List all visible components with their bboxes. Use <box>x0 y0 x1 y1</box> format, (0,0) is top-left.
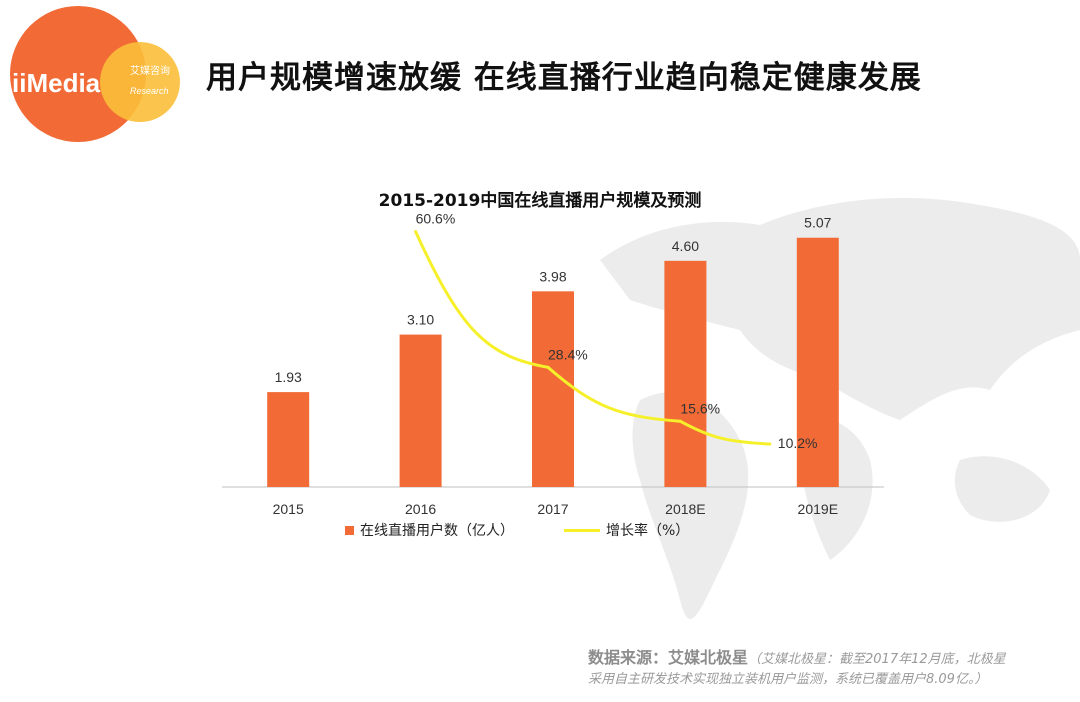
line-data-label: 28.4% <box>548 346 588 362</box>
source-note-1: （艾媒北极星：截至2017年12月底，北极星 <box>748 652 1006 667</box>
legend-label: 在线直播用户数（亿人） <box>360 523 514 539</box>
x-tick-label: 2018E <box>665 501 705 517</box>
legend-swatch-bar <box>345 525 354 535</box>
x-tick-label: 2017 <box>537 501 568 517</box>
x-tick-label: 2015 <box>273 501 304 517</box>
source-label: 数据来源：艾媒北极星 <box>588 648 749 667</box>
line-point <box>678 419 682 423</box>
bar-data-label: 5.07 <box>804 215 831 231</box>
logo-sub-en: Research <box>130 86 169 96</box>
bar <box>267 392 310 487</box>
logo-text: iiMedia <box>12 68 101 98</box>
imedia-logo: iiMedia 艾媒咨询 Research <box>10 6 180 142</box>
source-note-2: 采用自主研发技术实现独立装机用户监测，系统已覆盖用户8.09亿。） <box>588 672 988 687</box>
page-title: 用户规模增速放缓 在线直播行业趋向稳定健康发展 <box>206 60 922 96</box>
line-data-label: 60.6% <box>416 211 456 227</box>
bar <box>399 334 442 487</box>
bar <box>664 260 707 487</box>
line-point <box>414 230 418 234</box>
line-point <box>546 365 550 369</box>
bar-data-label: 4.60 <box>672 238 699 254</box>
bar-data-label: 3.98 <box>539 268 566 284</box>
bar <box>532 291 574 487</box>
chart-title: 2015-2019中国在线直播用户规模及预测 <box>378 191 702 211</box>
bar-data-label: 3.10 <box>407 312 434 328</box>
bar <box>796 237 839 487</box>
legend-item-growth: 增长率（%） <box>564 520 689 540</box>
legend-label: 增长率（%） <box>606 523 690 539</box>
line-data-label: 10.2% <box>778 435 818 451</box>
bar-data-label: 1.93 <box>275 369 302 385</box>
data-source: 数据来源：艾媒北极星（艾媒北极星：截至2017年12月底，北极星 采用自主研发技… <box>588 648 1006 690</box>
x-tick-label: 2016 <box>405 501 436 517</box>
line-data-label: 15.6% <box>680 400 720 416</box>
growth-rate-line <box>414 230 770 446</box>
legend-swatch-line <box>564 528 600 532</box>
legend-item-users: 在线直播用户数（亿人） <box>345 520 514 540</box>
x-tick-label: 2019E <box>798 501 838 517</box>
logo-sub-cn: 艾媒咨询 <box>130 64 170 77</box>
line-point <box>768 442 772 446</box>
chart-legend: 在线直播用户数（亿人） 增长率（%） <box>345 520 689 540</box>
